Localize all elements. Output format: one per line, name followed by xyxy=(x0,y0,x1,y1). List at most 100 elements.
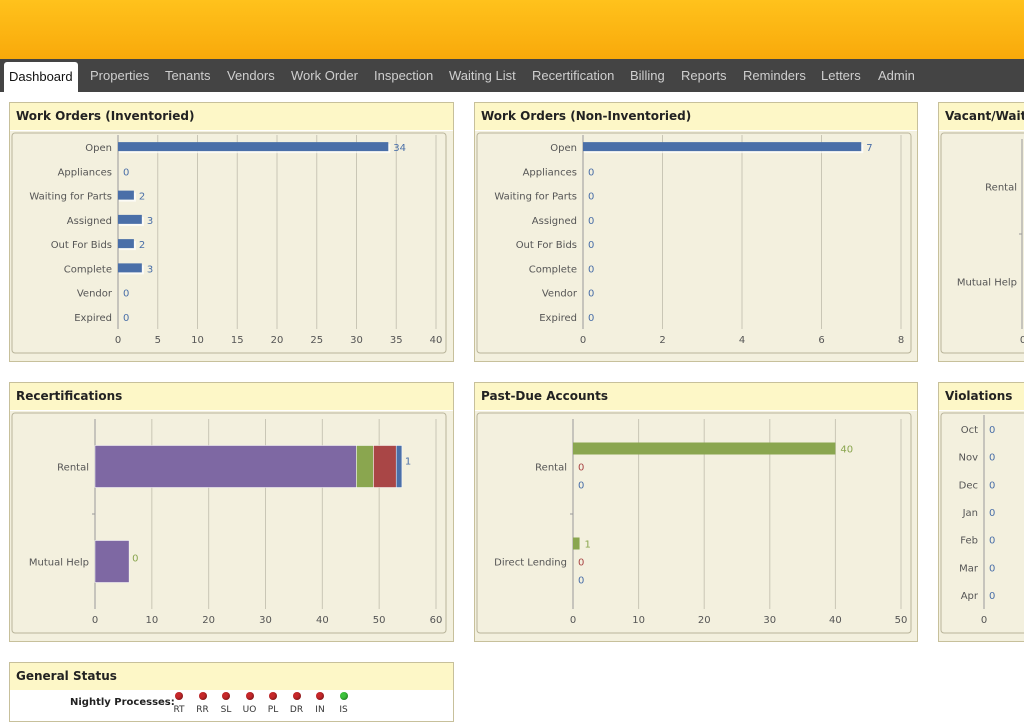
category-label: Rental xyxy=(985,183,1017,194)
bar xyxy=(583,142,862,152)
category-label: Vendor xyxy=(542,289,578,300)
tab-work-order[interactable]: Work Order xyxy=(291,68,358,83)
category-label: Waiting for Parts xyxy=(494,192,577,203)
panel-past-due-accounts: Past-Due Accounts 0 10 20 30 40 50 Rental 40 0 0 D… xyxy=(474,382,918,642)
tab-letters[interactable]: Letters xyxy=(821,68,861,83)
process-status-dot[interactable] xyxy=(175,692,183,700)
x-tick-label: 30 xyxy=(763,615,776,626)
category-label: Apr xyxy=(961,591,979,602)
bar xyxy=(118,239,134,249)
category-label: Assigned xyxy=(532,216,577,227)
tab-dashboard[interactable]: Dashboard xyxy=(4,62,78,92)
process-status-dot[interactable] xyxy=(222,692,230,700)
bar xyxy=(573,442,836,455)
tab-waiting-list[interactable]: Waiting List xyxy=(449,68,516,83)
bar-value-label: 1 xyxy=(405,457,411,468)
bar-value-label: 0 xyxy=(588,167,594,178)
tab-properties[interactable]: Properties xyxy=(90,68,150,83)
x-tick-label: 25 xyxy=(310,335,323,346)
x-tick-label: 20 xyxy=(271,335,284,346)
panel-vacant-waiting: Vacant/Waiting 0 Rental Mutual Help xyxy=(938,102,1024,362)
category-label: Appliances xyxy=(523,167,577,178)
category-label: Nov xyxy=(958,453,978,464)
category-label: Dec xyxy=(959,480,978,491)
x-tick-label: 40 xyxy=(829,615,842,626)
bar-value-label: 0 xyxy=(132,554,138,565)
process-status-dot[interactable] xyxy=(292,692,301,700)
panel-title: Vacant/Waiting xyxy=(939,103,1024,131)
category-label: Mutual Help xyxy=(29,558,89,569)
process-status-dot[interactable] xyxy=(245,692,254,700)
x-tick-label: 15 xyxy=(231,335,244,346)
bar xyxy=(118,214,142,224)
x-tick-label: 0 xyxy=(981,615,987,626)
bar-value-label: 0 xyxy=(578,463,584,474)
tab-vendors[interactable]: Vendors xyxy=(227,68,275,83)
process-code-label: RR xyxy=(196,705,209,715)
bar-value-label: 0 xyxy=(989,591,995,602)
category-label: Oct xyxy=(961,425,978,436)
x-tick-label: 0 xyxy=(1020,335,1024,346)
process-code-label: UO xyxy=(242,705,257,715)
bar-value-label: 0 xyxy=(588,313,594,324)
category-label: Rental xyxy=(535,463,567,474)
category-label: Assigned xyxy=(67,216,112,227)
x-tick-label: 40 xyxy=(430,335,443,346)
bar-value-label: 0 xyxy=(588,264,594,275)
bar-value-label: 7 xyxy=(866,143,872,154)
bar-value-label: 1 xyxy=(585,540,591,551)
bar xyxy=(118,142,389,152)
x-tick-label: 4 xyxy=(739,335,745,346)
x-tick-label: 10 xyxy=(145,615,158,626)
bar-value-label: 0 xyxy=(989,563,995,574)
bar-value-label: 0 xyxy=(578,558,584,569)
bar-value-label: 0 xyxy=(989,536,995,547)
bar-value-label: 0 xyxy=(588,289,594,300)
x-tick-label: 2 xyxy=(659,335,665,346)
chart-frame xyxy=(476,412,912,634)
bar xyxy=(573,537,580,550)
process-code-label: DR xyxy=(289,705,304,715)
bar-value-label: 0 xyxy=(123,289,129,300)
chart-frame xyxy=(11,132,447,354)
bar-value-label: 0 xyxy=(578,481,584,492)
x-tick-label: 20 xyxy=(202,615,215,626)
bar-value-label: 0 xyxy=(989,425,995,436)
category-label: Feb xyxy=(960,536,978,547)
bar-value-label: 0 xyxy=(588,192,594,203)
x-tick-label: 50 xyxy=(373,615,386,626)
tab-tenants[interactable]: Tenants xyxy=(165,68,211,83)
process-status-dot[interactable] xyxy=(316,692,324,700)
x-tick-label: 0 xyxy=(92,615,98,626)
panel-violations: Violations 0 Oct 0 Nov 0 Dec 0 Jan 0 Feb 0 Mar 0 Apr 0 xyxy=(938,382,1024,642)
category-label: Expired xyxy=(539,313,577,324)
tab-admin[interactable]: Admin xyxy=(878,68,915,83)
category-label: Vendor xyxy=(77,289,113,300)
bar-value-label: 0 xyxy=(123,313,129,324)
process-code-label: IN xyxy=(315,705,325,715)
x-tick-label: 0 xyxy=(580,335,586,346)
bar-value-label: 0 xyxy=(578,576,584,587)
category-label: Out For Bids xyxy=(51,240,112,251)
chart-violations: 0 Oct 0 Nov 0 Dec 0 Jan 0 Feb 0 Mar 0 Apr 0 xyxy=(940,412,1024,634)
x-tick-label: 8 xyxy=(898,335,904,346)
tab-reminders[interactable]: Reminders xyxy=(743,68,806,83)
tab-reports[interactable]: Reports xyxy=(681,68,727,83)
tab-billing[interactable]: Billing xyxy=(630,68,665,83)
panel-title: Work Orders (Inventoried) xyxy=(10,103,453,131)
process-status-dot[interactable] xyxy=(339,692,348,700)
tab-inspection[interactable]: Inspection xyxy=(374,68,434,83)
process-status-dot[interactable] xyxy=(198,692,207,700)
panel-title: Violations xyxy=(939,383,1024,411)
bar-value-label: 0 xyxy=(588,240,594,251)
panel-title: General Status xyxy=(10,663,453,691)
bar-value-label: 0 xyxy=(989,453,995,464)
panel-recertifications: Recertifications 0 10 20 30 40 50 60 Rental 1 Mut… xyxy=(9,382,454,642)
tab-recertification[interactable]: Recertification xyxy=(532,68,615,83)
nightly-processes-label: Nightly Processes: xyxy=(70,697,175,708)
bar-value-label: 0 xyxy=(989,480,995,491)
nightly-processes: Nightly Processes: RT RR SL UO PL DR IN IS xyxy=(10,690,453,715)
bar-value-label: 40 xyxy=(840,445,853,456)
process-status-dot[interactable] xyxy=(269,692,277,700)
